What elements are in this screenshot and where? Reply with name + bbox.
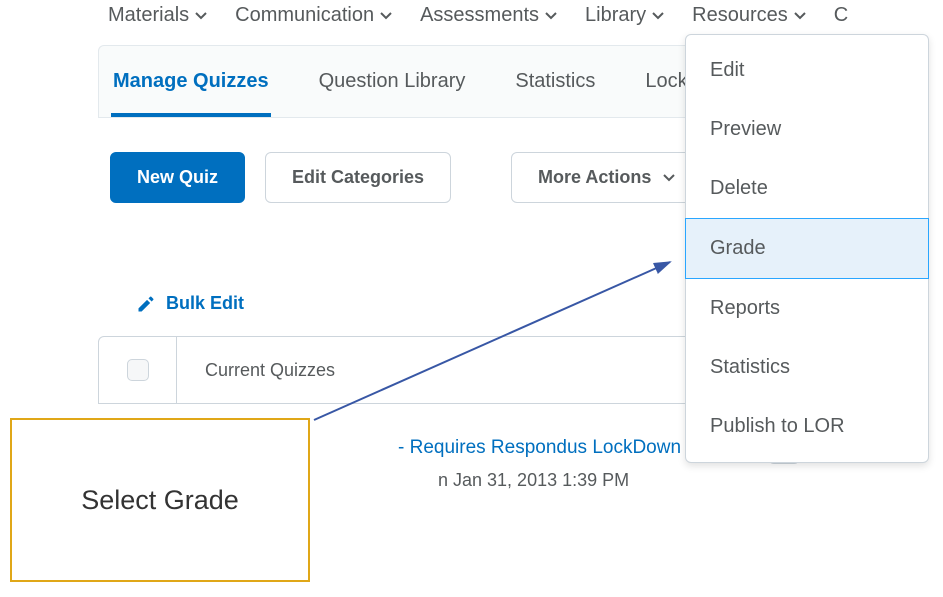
nav-communication[interactable]: Communication xyxy=(235,4,392,27)
nav-label: Communication xyxy=(235,4,374,27)
chevron-down-icon xyxy=(663,174,675,182)
nav-label: Resources xyxy=(692,4,788,27)
nav-library[interactable]: Library xyxy=(585,4,664,27)
nav-materials[interactable]: Materials xyxy=(108,4,207,27)
pencil-icon xyxy=(136,294,156,314)
tab-manage-quizzes[interactable]: Manage Quizzes xyxy=(111,70,271,117)
menu-label: Edit xyxy=(710,59,744,81)
select-all-cell xyxy=(99,337,177,403)
select-all-checkbox[interactable] xyxy=(127,359,149,381)
nav-label: Library xyxy=(585,4,646,27)
tab-label: Manage Quizzes xyxy=(113,70,269,92)
button-label: More Actions xyxy=(538,167,651,188)
nav-assessments[interactable]: Assessments xyxy=(420,4,557,27)
bulk-edit-label: Bulk Edit xyxy=(166,293,244,314)
edit-categories-button[interactable]: Edit Categories xyxy=(265,152,451,203)
chevron-down-icon xyxy=(195,12,207,20)
callout-text: Select Grade xyxy=(81,485,239,516)
menu-label: Publish to LOR xyxy=(710,415,845,437)
nav-label: Materials xyxy=(108,4,189,27)
new-quiz-button[interactable]: New Quiz xyxy=(110,152,245,203)
menu-label: Reports xyxy=(710,297,780,319)
tab-statistics[interactable]: Statistics xyxy=(513,70,597,117)
quiz-context-menu: Edit Preview Delete Grade Reports Statis… xyxy=(685,34,929,463)
chevron-down-icon xyxy=(652,12,664,20)
chevron-down-icon xyxy=(794,12,806,20)
more-actions-button[interactable]: More Actions xyxy=(511,152,702,203)
chevron-down-icon xyxy=(545,12,557,20)
annotation-callout: Select Grade xyxy=(10,418,310,582)
menu-label: Preview xyxy=(710,118,781,140)
menu-delete[interactable]: Delete xyxy=(686,159,928,218)
tab-question-library[interactable]: Question Library xyxy=(317,70,468,117)
menu-label: Delete xyxy=(710,177,768,199)
nav-label: Assessments xyxy=(420,4,539,27)
menu-publish-lor[interactable]: Publish to LOR xyxy=(686,397,928,456)
nav-label: C xyxy=(834,4,848,27)
menu-grade[interactable]: Grade xyxy=(685,218,929,279)
tab-label: Question Library xyxy=(319,70,466,92)
button-label: Edit Categories xyxy=(292,167,424,188)
menu-preview[interactable]: Preview xyxy=(686,100,928,159)
menu-statistics[interactable]: Statistics xyxy=(686,338,928,397)
tab-label: Statistics xyxy=(515,70,595,92)
chevron-down-icon xyxy=(380,12,392,20)
button-label: New Quiz xyxy=(137,167,218,188)
menu-reports[interactable]: Reports xyxy=(686,279,928,338)
table-header-label: Current Quizzes xyxy=(205,360,335,381)
nav-cut-off[interactable]: C xyxy=(834,4,848,27)
nav-resources[interactable]: Resources xyxy=(692,4,806,27)
menu-label: Grade xyxy=(710,237,766,259)
menu-edit[interactable]: Edit xyxy=(686,41,928,100)
menu-label: Statistics xyxy=(710,356,790,378)
